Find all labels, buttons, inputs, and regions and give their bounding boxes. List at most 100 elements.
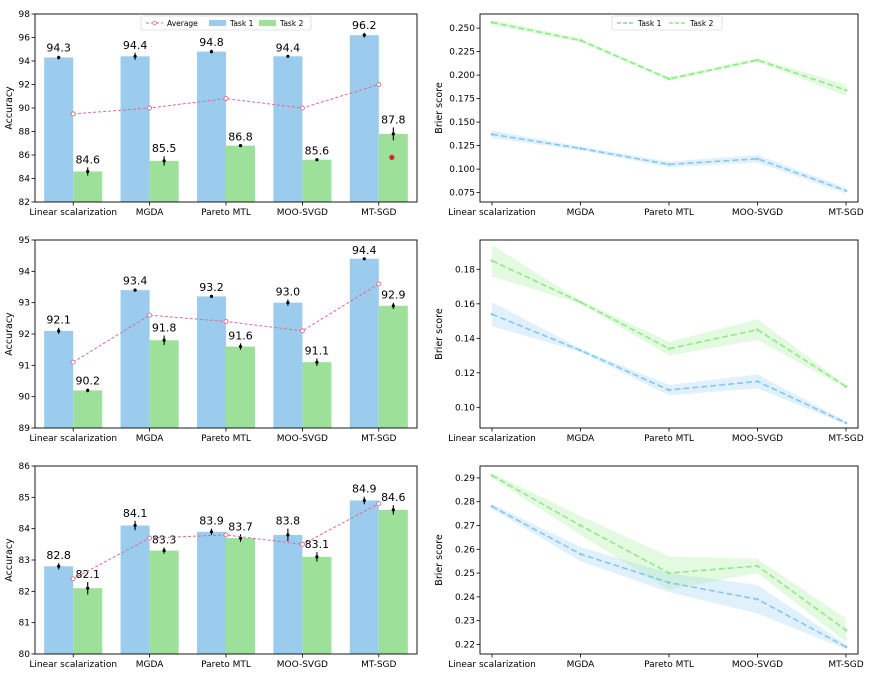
y-tick-label: 0.27 <box>455 521 475 531</box>
bar-value-label: 94.4 <box>123 39 148 52</box>
task2-bar <box>302 362 332 428</box>
mean-marker <box>57 329 61 333</box>
task2-point <box>844 385 848 388</box>
y-tick-label: 90 <box>19 104 31 114</box>
task2-point <box>490 259 494 262</box>
plot-frame <box>479 13 859 203</box>
task2-band <box>492 19 846 96</box>
y-tick-label: 0.28 <box>455 498 475 508</box>
mean-marker <box>57 564 61 568</box>
x-tick-label: MOO-SVGD <box>277 434 328 444</box>
task2-point <box>756 58 759 62</box>
task1-point <box>756 380 759 383</box>
x-tick-label: MOO-SVGD <box>732 660 783 670</box>
task2-bar <box>226 145 256 202</box>
line-chart-3: 0.10 0.12 0.14 0.16 0.18 Linear scalarization… <box>434 239 864 444</box>
average-marker <box>70 111 76 117</box>
legend-task1-swatch <box>209 20 226 26</box>
task2-line <box>491 21 847 91</box>
x-tick-label: MOO-SVGD <box>732 208 783 218</box>
mean-marker <box>315 555 319 559</box>
plot-frame <box>34 465 418 655</box>
task1-point <box>579 147 582 150</box>
y-tick-label: 0.150 <box>449 118 475 128</box>
task1-point <box>579 552 582 556</box>
x-tick-label: MGDA <box>567 208 596 218</box>
mean-marker <box>209 50 214 54</box>
bar-value-label: 83.3 <box>152 533 177 546</box>
task2-bar <box>149 160 179 202</box>
x-tick-label: Linear scalarization <box>448 660 536 670</box>
average-marker <box>223 96 229 102</box>
y-tick-label: 81 <box>19 619 30 629</box>
mean-marker <box>238 344 243 349</box>
task1-band <box>492 302 846 425</box>
mean-marker <box>238 536 243 540</box>
x-tick-label: Linear scalarization <box>29 208 117 218</box>
bar-value-label: 92.1 <box>46 314 71 327</box>
average-marker <box>376 281 382 287</box>
bar-value-label: 94.8 <box>199 36 224 49</box>
y-tick-label: 0.25 <box>455 569 475 579</box>
task1-band <box>492 504 846 650</box>
task2-line <box>491 259 847 388</box>
y-tick-label: 0.10 <box>455 403 475 413</box>
mean-marker <box>391 304 395 308</box>
line-chart-5: 0.22 0.23 0.24 0.25 0.26 0.27 0.28 0.29 Linear s… <box>434 465 864 670</box>
task1-point <box>844 421 848 425</box>
task1-bar <box>120 56 150 202</box>
y-tick-label: 0.225 <box>449 48 475 58</box>
x-tick-label: Pareto MTL <box>201 660 251 670</box>
bar-value-label: 84.1 <box>123 507 148 520</box>
x-tick-label: MT-SGD <box>361 660 396 670</box>
average-marker <box>299 328 305 334</box>
task2-bar <box>226 538 256 654</box>
y-tick-label: 83 <box>19 556 30 566</box>
y-tick-label: 0.24 <box>455 593 475 603</box>
task2-point <box>667 77 671 81</box>
mean-marker <box>391 132 395 136</box>
task1-point <box>667 388 671 392</box>
task2-bar <box>378 509 408 654</box>
x-tick-label: MGDA <box>567 434 596 444</box>
mean-marker <box>362 33 366 37</box>
y-tick-label: 0.075 <box>449 189 475 199</box>
task2-bar <box>302 159 332 202</box>
task1-bar <box>273 56 303 202</box>
y-tick-label: 85 <box>19 493 30 503</box>
task1-point <box>667 581 671 584</box>
x-tick-label: MT-SGD <box>828 434 863 444</box>
y-tick-label: 86 <box>19 462 31 472</box>
y-tick-label: 82 <box>19 587 30 597</box>
legend-average-marker <box>152 20 157 26</box>
y-axis-label: Accuracy <box>4 312 15 356</box>
task2-point <box>844 88 848 92</box>
y-axis-label: Brier score <box>434 534 445 586</box>
x-tick-label: MT-SGD <box>828 208 863 218</box>
average-marker <box>147 535 153 541</box>
y-tick-label: 93 <box>19 299 30 309</box>
bar-value-label: 91.1 <box>305 344 330 357</box>
bar-value-label: 93.4 <box>123 275 148 288</box>
task1-bar <box>196 296 226 428</box>
plot-frame <box>479 465 859 655</box>
task1-bar <box>196 531 226 654</box>
x-tick-label: Linear scalarization <box>448 208 536 218</box>
task2-bar <box>378 133 408 202</box>
task2-point <box>844 628 848 632</box>
average-marker <box>376 501 382 507</box>
mean-marker <box>162 549 166 553</box>
task1-point <box>490 133 494 136</box>
average-marker <box>299 105 305 111</box>
y-tick-label: 0.14 <box>455 334 475 344</box>
x-tick-label: MGDA <box>136 208 165 218</box>
bar-value-label: 83.8 <box>276 515 301 528</box>
plot-frame <box>479 239 859 429</box>
y-tick-label: 95 <box>19 236 30 246</box>
bar-value-label: 86.8 <box>228 130 253 143</box>
mean-marker <box>86 586 90 590</box>
mean-marker <box>133 54 137 58</box>
task1-line <box>491 133 847 192</box>
plot-frame <box>34 239 418 429</box>
x-tick-label: Linear scalarization <box>29 660 117 670</box>
